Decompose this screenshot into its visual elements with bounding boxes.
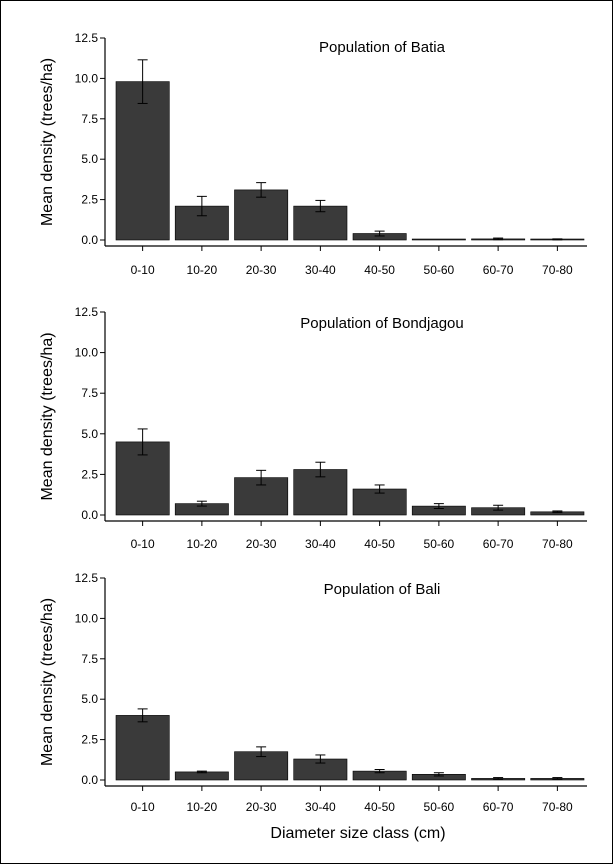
x-tick-label: 50-60: [424, 800, 455, 814]
x-tick-label: 10-20: [187, 800, 218, 814]
x-tick-label: 50-60: [424, 263, 455, 277]
y-tick-label: 5.0: [81, 152, 98, 166]
bar: [234, 189, 289, 241]
x-tick-label: 60-70: [483, 800, 514, 814]
x-tick-label: 20-30: [246, 800, 277, 814]
panel-title: Population of Bali: [324, 581, 441, 598]
chart-panel: 0-10 10-20 20-30 30-40 40-50 50-60 60-70 70-80 0…: [39, 31, 587, 277]
x-tick-label: 30-40: [305, 263, 336, 277]
x-tick-label: 40-50: [364, 263, 395, 277]
y-tick-label: 0.0: [81, 773, 98, 787]
y-axis-title: Mean density (trees/ha): [39, 332, 56, 500]
y-tick-label: 5.0: [81, 427, 98, 441]
panel-title: Population of Batia: [319, 39, 446, 56]
x-tick-label: 70-80: [542, 263, 573, 277]
y-tick-label: 12.5: [75, 31, 99, 45]
chart-panels: 0-10 10-20 20-30 30-40 40-50 50-60 60-70 70-80 0…: [39, 31, 587, 814]
y-tick-label: 7.5: [81, 386, 98, 400]
x-tick-label: 20-30: [246, 263, 277, 277]
y-tick-label: 2.5: [81, 467, 98, 481]
x-tick-label: 60-70: [483, 263, 514, 277]
x-tick-label: 30-40: [305, 537, 336, 551]
y-tick-label: 5.0: [81, 692, 98, 706]
y-tick-label: 7.5: [81, 112, 98, 126]
y-tick-label: 2.5: [81, 733, 98, 747]
y-axis-title: Mean density (trees/ha): [39, 58, 56, 226]
x-tick-label: 0-10: [131, 537, 155, 551]
y-tick-label: 2.5: [81, 193, 98, 207]
bar: [115, 715, 170, 781]
x-tick-label: 70-80: [542, 800, 573, 814]
y-axis-title: Mean density (trees/ha): [39, 598, 56, 766]
y-tick-label: 10.0: [75, 611, 99, 625]
y-tick-label: 0.0: [81, 508, 98, 522]
y-tick-label: 12.5: [75, 305, 99, 319]
x-tick-label: 60-70: [483, 537, 514, 551]
x-tick-label: 70-80: [542, 537, 573, 551]
bar: [115, 81, 170, 241]
y-tick-label: 0.0: [81, 233, 98, 247]
x-tick-label: 10-20: [187, 537, 218, 551]
chart-panel: 0-10 10-20 20-30 30-40 40-50 50-60 60-70 70-80 0…: [39, 571, 587, 814]
chart-panel: 0-10 10-20 20-30 30-40 40-50 50-60 60-70 70-80 0…: [39, 305, 587, 551]
x-tick-label: 30-40: [305, 800, 336, 814]
bar: [411, 238, 466, 241]
y-tick-label: 10.0: [75, 71, 99, 85]
y-tick-label: 12.5: [75, 571, 99, 585]
y-tick-label: 10.0: [75, 346, 99, 360]
x-tick-label: 40-50: [364, 537, 395, 551]
panel-title: Population of Bondjagou: [300, 315, 463, 332]
x-axis-title: Diameter size class (cm): [270, 825, 445, 842]
x-tick-label: 0-10: [131, 263, 155, 277]
x-tick-label: 50-60: [424, 537, 455, 551]
x-tick-label: 20-30: [246, 537, 277, 551]
y-tick-label: 7.5: [81, 652, 98, 666]
x-tick-label: 0-10: [131, 800, 155, 814]
x-tick-label: 40-50: [364, 800, 395, 814]
x-tick-label: 10-20: [187, 263, 218, 277]
